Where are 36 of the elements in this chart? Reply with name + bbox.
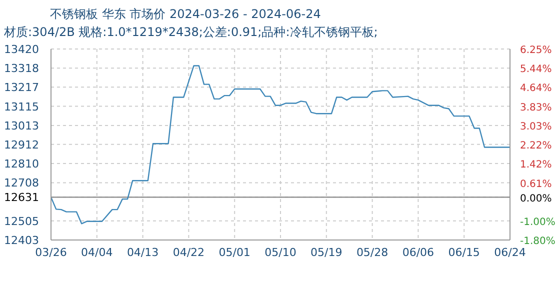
x-tick-label: 05/19 [310,246,342,259]
y2-tick-label: 0.00% [520,193,552,204]
y2-tick-label: 4.64% [520,83,552,94]
x-tick-label: 03/26 [35,246,67,259]
y-tick-label: 12912 [4,138,39,152]
x-tick-label: 05/01 [218,246,250,259]
x-tick-label: 05/28 [356,246,388,259]
x-tick-label: 06/15 [448,246,480,259]
y2-tick-label: 2.22% [520,140,552,152]
y2-tick-label: -1.00% [520,217,556,228]
y2-tick-label: 5.44% [520,64,552,76]
x-tick-label: 04/22 [172,246,205,259]
y-tick-label: 12810 [4,158,39,171]
x-tick-label: 05/10 [264,246,296,259]
y2-tick-label: 6.25% [520,45,552,56]
x-tick-label: 04/13 [126,246,159,259]
y-tick-label: 12403 [4,234,39,247]
y-tick-label: 12708 [4,176,39,190]
line-series [51,65,510,224]
y2-tick-label: 3.83% [520,102,552,114]
y-tick-label: 13318 [4,62,39,76]
chart-title: 不锈钢板 华东 市场价 2024-03-26 - 2024-06-24 [50,6,321,23]
y2-tick-label: 0.61% [520,178,552,190]
x-tick-label: 06/24 [494,246,526,259]
y-tick-label: 13115 [4,100,39,114]
y-tick-label: 12505 [4,214,39,228]
y2-tick-label: 3.03% [520,121,552,132]
y-tick-label: 13013 [4,119,39,132]
x-tick-label: 04/04 [81,246,113,259]
y-tick-label: 13420 [4,43,39,56]
chart-subtitle: 材质:304/2B 规格:1.0*1219*2438;公差:0.91;品种:冷轧不锈钢平板; [4,24,378,41]
y2-tick-label: -1.80% [520,236,556,247]
y-tick-label: 13217 [4,81,39,94]
x-tick-label: 06/06 [402,246,434,259]
y2-tick-label: 1.42% [520,160,552,171]
y-tick-label: 12631 [4,191,39,204]
